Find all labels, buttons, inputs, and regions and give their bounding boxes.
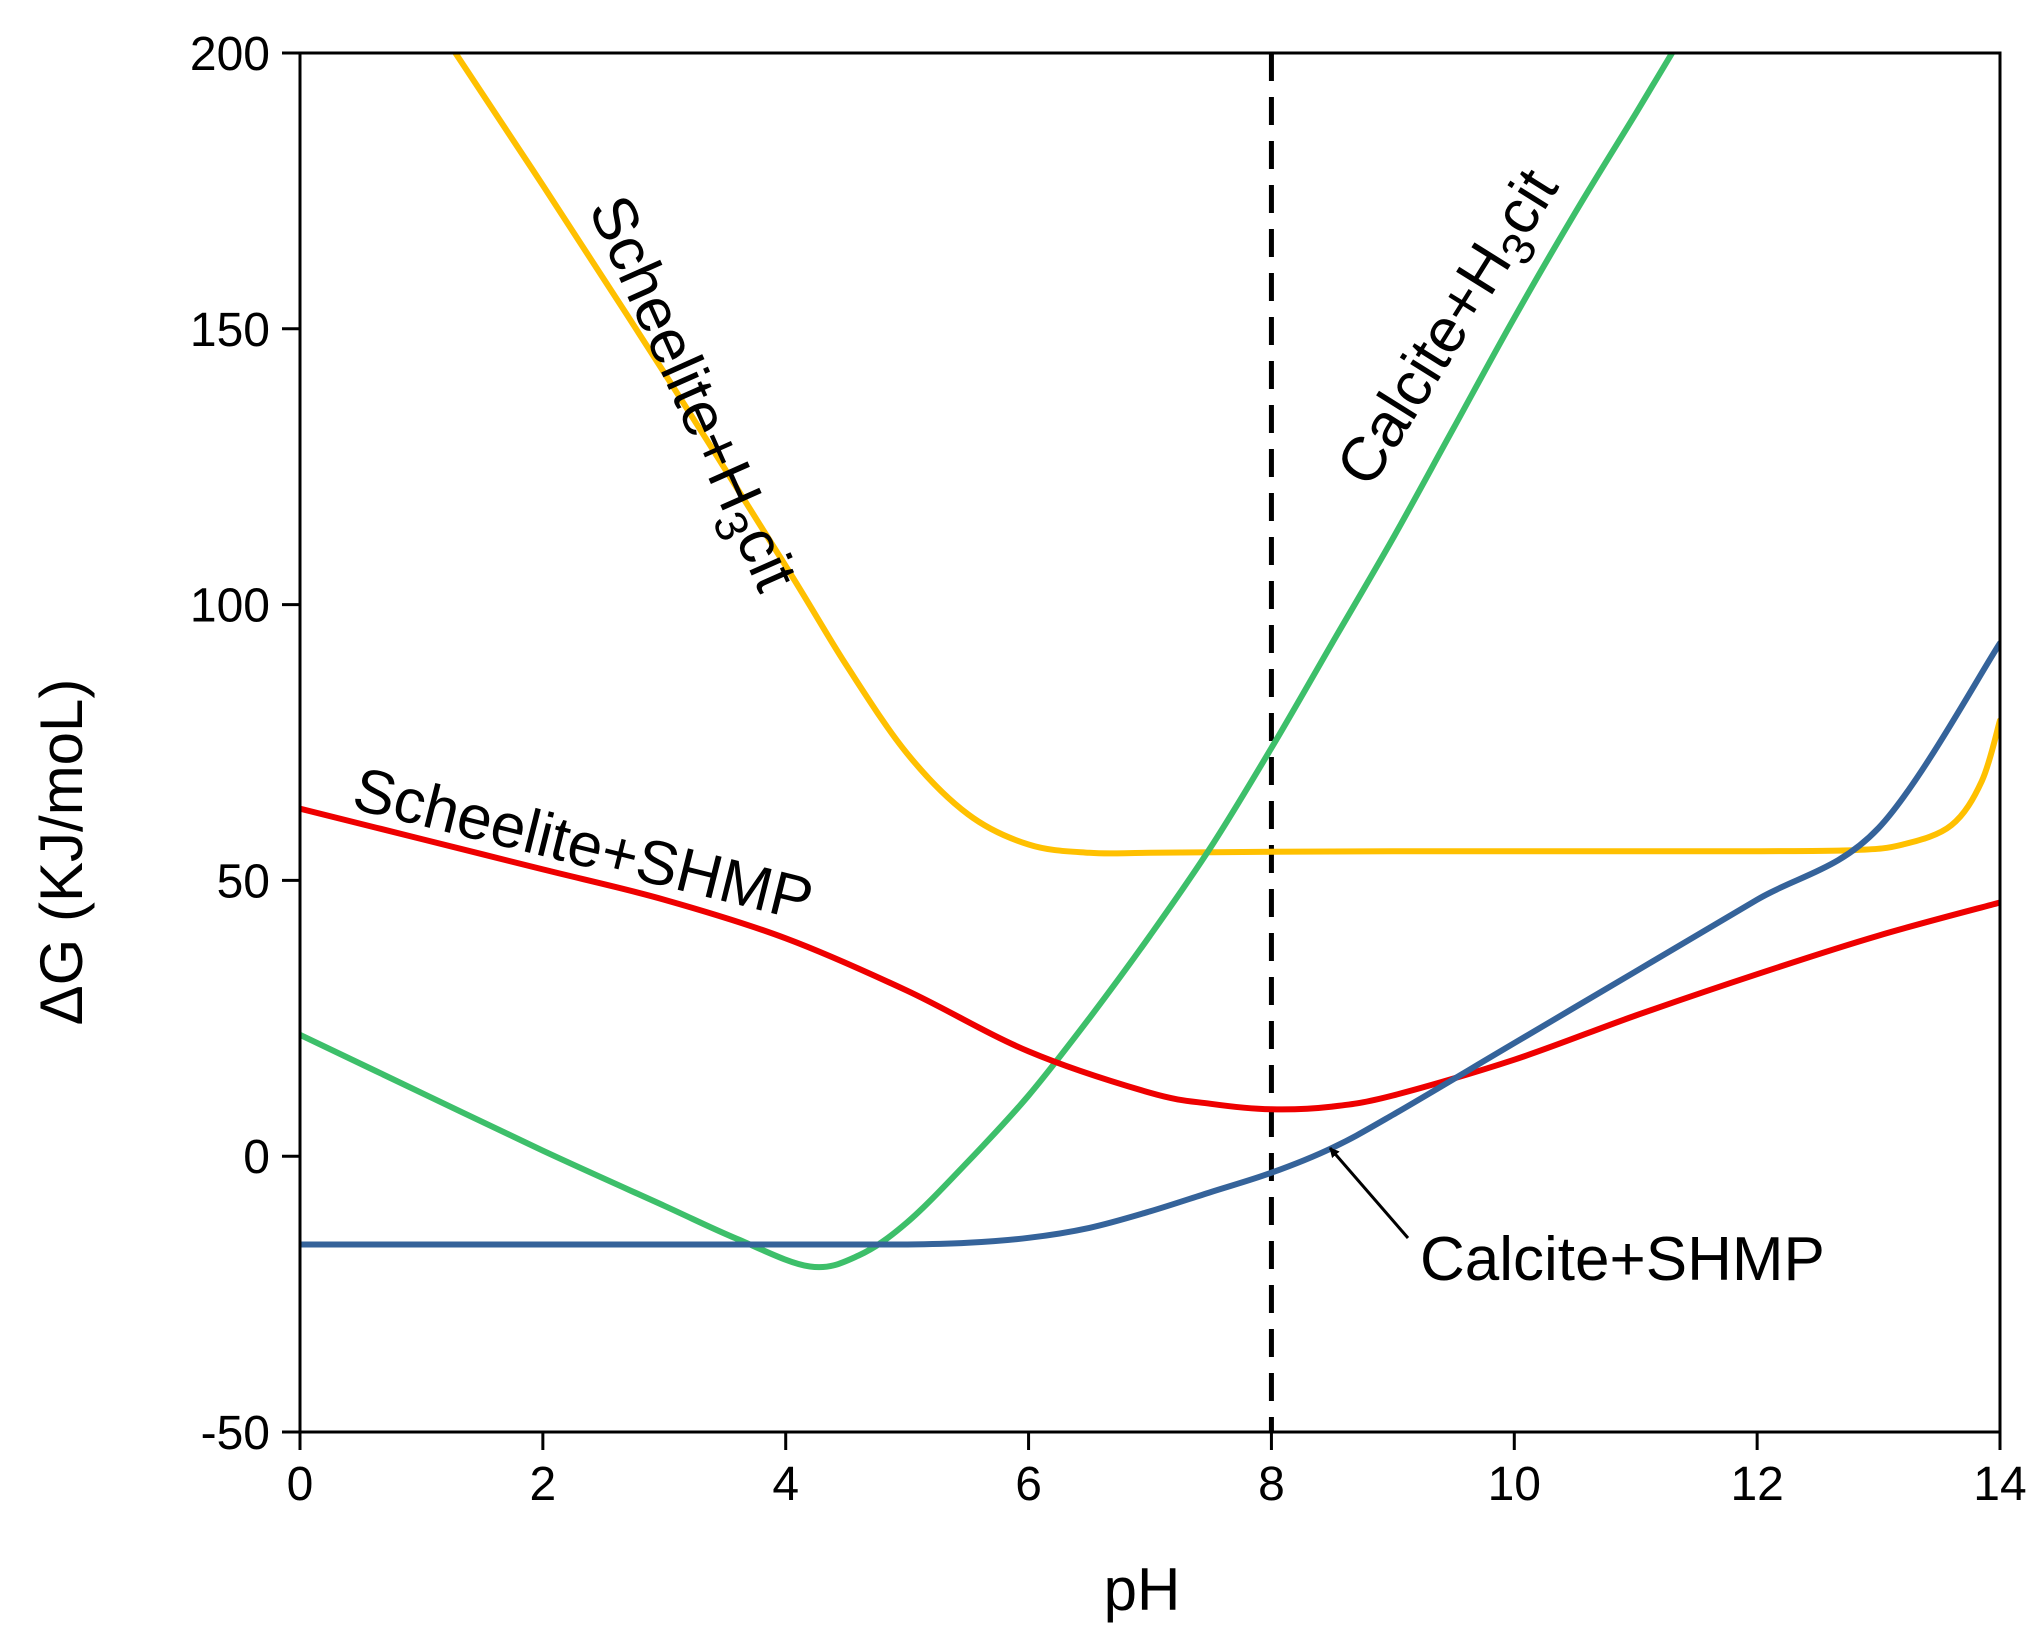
- series-line-calcite-h3cit: [300, 53, 1676, 1271]
- y-tick-label-0: 0: [243, 1131, 270, 1184]
- y-tick-label--50: -50: [201, 1407, 270, 1460]
- x-tick-label-4: 4: [772, 1458, 799, 1511]
- annotation-calcite-h3cit: Calcite+H3cit: [1323, 157, 1580, 503]
- x-tick-label-14: 14: [1973, 1458, 2026, 1511]
- x-tick-label-8: 8: [1258, 1458, 1285, 1511]
- annotation-scheelite-shmp: Scheelite+SHMP: [347, 755, 820, 936]
- y-tick-label-200: 200: [190, 28, 270, 81]
- annotation-calcite-shmp: Calcite+SHMP: [1420, 1225, 1825, 1294]
- x-tick-label-10: 10: [1488, 1458, 1541, 1511]
- x-tick-label-12: 12: [1730, 1458, 1783, 1511]
- y-tick-label-150: 150: [190, 304, 270, 357]
- x-tick-label-0: 0: [287, 1458, 314, 1511]
- x-tick-label-6: 6: [1015, 1458, 1042, 1511]
- y-axis-title: ΔG (KJ/moL): [28, 679, 95, 1026]
- y-tick-label-50: 50: [217, 855, 270, 908]
- y-tick-label-100: 100: [190, 580, 270, 633]
- annotation-scheelite-h3cit: Scheelite+H3cit: [566, 186, 810, 605]
- annotation-scheelite-h3cit-main: Scheelite+H: [575, 186, 775, 521]
- x-tick-label-2: 2: [530, 1458, 557, 1511]
- annotation-arrow-calcite-shmp: [1328, 1147, 1410, 1239]
- series-line-scheelite-shmp: [300, 805, 2000, 1113]
- x-axis-title: pH: [1104, 1556, 1181, 1623]
- annotation-calcite-h3cit-end: cit: [1480, 157, 1571, 246]
- annotation-calcite-h3cit-main: Calcite+H: [1323, 231, 1525, 497]
- series-line-calcite-shmp: [300, 640, 2000, 1248]
- plot-area-frame: [298, 51, 2002, 1434]
